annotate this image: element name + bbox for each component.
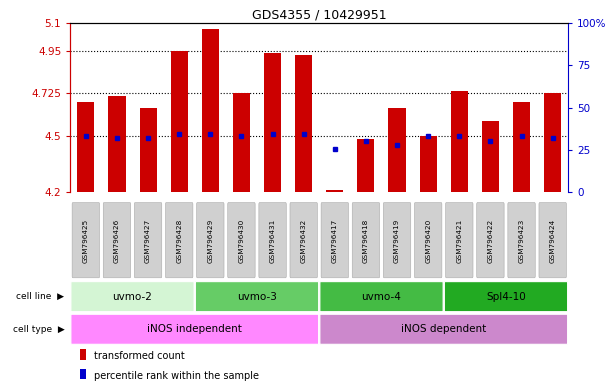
Bar [544,93,562,192]
Bar [482,121,499,192]
Text: uvmo-3: uvmo-3 [237,291,277,302]
FancyBboxPatch shape [72,203,100,278]
Text: GSM796421: GSM796421 [456,218,463,263]
Text: GSM796420: GSM796420 [425,218,431,263]
Bar [77,102,94,192]
Text: GSM796418: GSM796418 [363,218,369,263]
Bar [357,139,375,192]
FancyBboxPatch shape [71,281,194,312]
FancyBboxPatch shape [259,203,287,278]
FancyBboxPatch shape [166,203,193,278]
Bar [170,51,188,192]
FancyBboxPatch shape [508,203,535,278]
Text: Spl4-10: Spl4-10 [486,291,526,302]
Text: GSM796417: GSM796417 [332,218,338,263]
FancyBboxPatch shape [445,203,473,278]
Bar [326,190,343,192]
Text: iNOS dependent: iNOS dependent [401,324,486,334]
Bar [80,369,87,379]
FancyBboxPatch shape [444,281,568,312]
Bar [233,93,250,192]
Title: GDS4355 / 10429951: GDS4355 / 10429951 [252,9,387,22]
FancyBboxPatch shape [321,203,348,278]
Bar [389,108,406,192]
Text: GSM796427: GSM796427 [145,218,151,263]
Text: GSM796430: GSM796430 [238,218,244,263]
Text: GSM796422: GSM796422 [488,218,494,263]
FancyBboxPatch shape [320,281,443,312]
FancyBboxPatch shape [71,314,318,344]
Bar [513,102,530,192]
Bar [202,29,219,192]
Text: GSM796419: GSM796419 [394,218,400,263]
Text: GSM796432: GSM796432 [301,218,307,263]
Text: GSM796424: GSM796424 [550,218,555,263]
Bar [295,55,312,192]
Text: cell line  ▶: cell line ▶ [16,292,64,301]
Text: GSM796429: GSM796429 [207,218,213,263]
Text: transformed count: transformed count [94,351,185,361]
Text: uvmo-4: uvmo-4 [362,291,401,302]
FancyBboxPatch shape [539,203,566,278]
Bar [264,53,281,192]
Bar [80,349,87,360]
Text: GSM796426: GSM796426 [114,218,120,263]
FancyBboxPatch shape [197,203,224,278]
Text: GSM796428: GSM796428 [176,218,182,263]
FancyBboxPatch shape [228,203,255,278]
Text: uvmo-2: uvmo-2 [112,291,153,302]
Text: GSM796423: GSM796423 [519,218,525,263]
Bar [420,136,437,192]
FancyBboxPatch shape [477,203,504,278]
FancyBboxPatch shape [103,203,131,278]
FancyBboxPatch shape [414,203,442,278]
FancyBboxPatch shape [352,203,379,278]
FancyBboxPatch shape [383,203,411,278]
Text: GSM796431: GSM796431 [269,218,276,263]
Bar [108,96,125,192]
Text: cell type  ▶: cell type ▶ [13,325,64,334]
FancyBboxPatch shape [320,314,568,344]
Text: GSM796425: GSM796425 [83,218,89,263]
Text: percentile rank within the sample: percentile rank within the sample [94,371,259,381]
Text: iNOS independent: iNOS independent [147,324,242,334]
FancyBboxPatch shape [196,281,318,312]
Bar [451,91,468,192]
Bar [139,108,156,192]
FancyBboxPatch shape [290,203,317,278]
FancyBboxPatch shape [134,203,162,278]
